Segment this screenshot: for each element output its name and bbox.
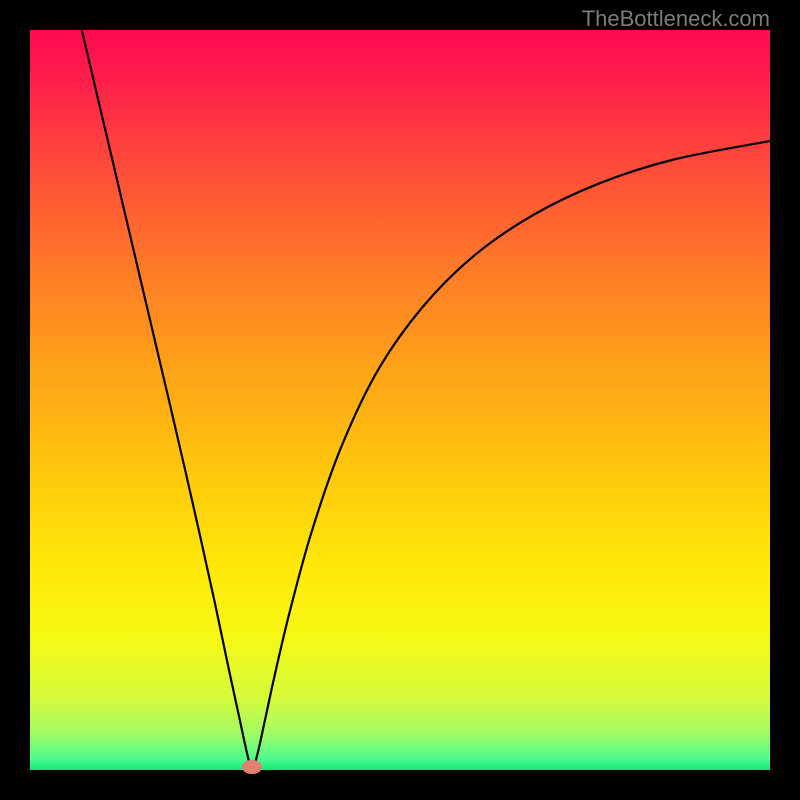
dip-marker <box>242 760 261 773</box>
chart-root: TheBottleneck.com <box>0 0 800 800</box>
curve-svg <box>30 30 770 770</box>
plot-area <box>30 30 770 770</box>
bottleneck-curve <box>82 30 770 770</box>
watermark-text: TheBottleneck.com <box>582 6 770 32</box>
